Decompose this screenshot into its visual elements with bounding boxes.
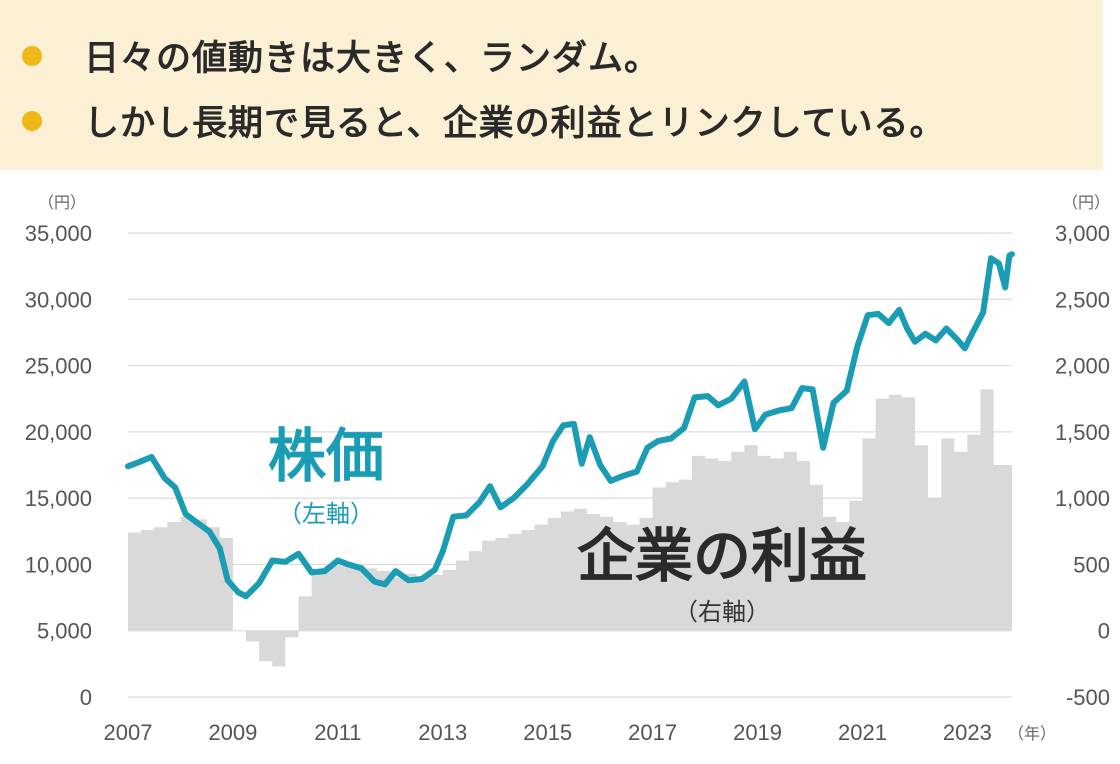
right-tick-label: 3,000 bbox=[1055, 221, 1110, 246]
summary-banner: 日々の値動きは大きく、ランダム。 しかし長期で見ると、企業の利益とリンクしている… bbox=[0, 0, 1103, 170]
left-tick-label: 30,000 bbox=[25, 287, 92, 312]
x-tick-label: 2007 bbox=[104, 720, 153, 745]
left-tick-label: 20,000 bbox=[25, 420, 92, 445]
right-tick-label: 500 bbox=[1073, 552, 1110, 577]
earnings-area-path bbox=[128, 389, 1012, 667]
x-tick-label: 2011 bbox=[314, 720, 361, 745]
left-tick-label: 0 bbox=[80, 685, 92, 710]
earnings-series-label: 企業の利益 bbox=[577, 522, 867, 590]
stock-series-label: 株価 bbox=[268, 422, 384, 490]
summary-bullet-2: しかし長期で見ると、企業の利益とリンクしている。 bbox=[22, 95, 946, 146]
summary-bullet-text: 日々の値動きは大きく、ランダム。 bbox=[84, 39, 661, 79]
right-tick-label: 0 bbox=[1098, 619, 1110, 644]
right-tick-label: 1,000 bbox=[1055, 486, 1110, 511]
left-tick-label: 15,000 bbox=[25, 486, 92, 511]
bullet-dot-icon bbox=[22, 45, 42, 66]
earnings-series-sublabel: （右軸） bbox=[674, 598, 770, 626]
stock-series-sublabel: （左軸） bbox=[278, 500, 374, 528]
axis-ticks: 0 -500 5,000 0 10,000 500 15,000 1,000 20,000 1,5… bbox=[25, 221, 1110, 745]
right-tick-label: 1,500 bbox=[1055, 420, 1110, 445]
x-tick-label: 2019 bbox=[733, 720, 782, 745]
x-tick-label: 2013 bbox=[418, 720, 467, 745]
right-tick-label: -500 bbox=[1066, 685, 1110, 710]
x-tick-label: 2017 bbox=[628, 720, 677, 745]
left-tick-label: 5,000 bbox=[37, 619, 92, 644]
x-axis-unit: （年） bbox=[1008, 724, 1056, 743]
right-tick-label: 2,500 bbox=[1055, 287, 1110, 312]
x-tick-label: 2021 bbox=[838, 720, 887, 745]
summary-bullet-1: 日々の値動きは大きく、ランダム。 bbox=[22, 30, 660, 81]
left-axis-unit: （円） bbox=[38, 193, 86, 212]
right-tick-label: 2,000 bbox=[1055, 354, 1110, 379]
stock-price-path bbox=[125, 251, 1015, 600]
left-tick-label: 35,000 bbox=[25, 221, 92, 246]
x-tick-label: 2015 bbox=[523, 720, 572, 745]
bullet-dot-icon bbox=[22, 110, 42, 131]
left-tick-label: 10,000 bbox=[25, 552, 92, 577]
summary-bullet-text: しかし長期で見ると、企業の利益とリンクしている。 bbox=[84, 104, 946, 144]
left-tick-label: 25,000 bbox=[25, 354, 92, 379]
x-tick-label: 2023 bbox=[943, 720, 992, 745]
x-tick-label: 2009 bbox=[208, 720, 257, 745]
earnings-area bbox=[128, 389, 1012, 667]
right-axis-unit: （円） bbox=[1062, 193, 1110, 212]
stock-price-line bbox=[125, 251, 1015, 600]
